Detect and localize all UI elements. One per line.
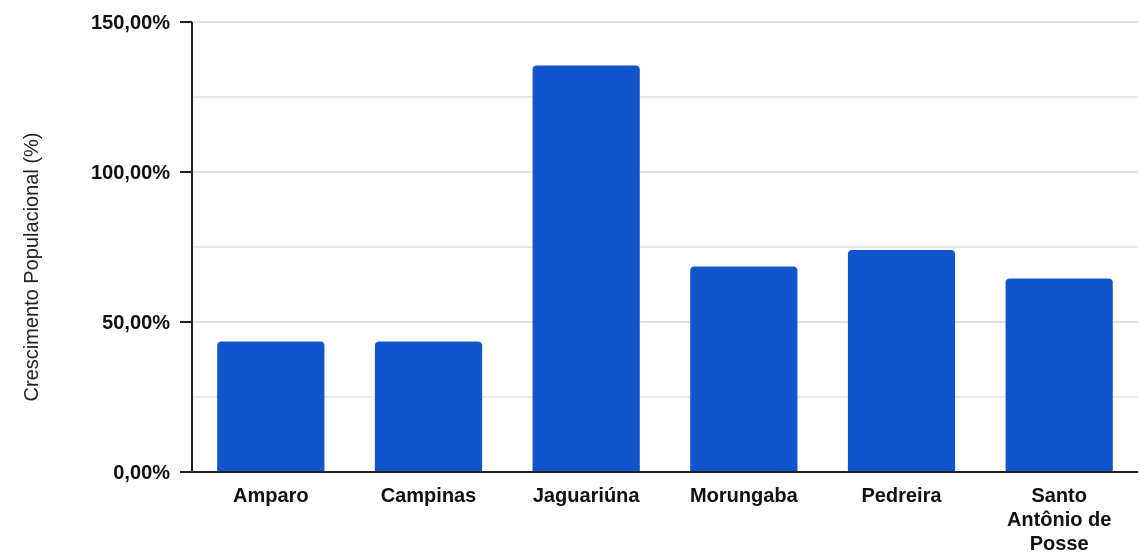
y-tick-label: 100,00% — [91, 162, 170, 184]
x-tick-label-line: Santo — [1031, 485, 1087, 507]
bar-6-base — [1005, 466, 1113, 472]
x-tick-label-line: Antônio de — [1007, 509, 1111, 531]
bar-6 — [1005, 278, 1113, 472]
x-tick-label-line: Pedreira — [861, 485, 942, 507]
bar-4-base — [690, 466, 798, 472]
bar-3 — [532, 65, 640, 472]
bar-1-base — [217, 466, 325, 472]
bar-2 — [374, 341, 483, 472]
y-tick-label: 50,00% — [102, 312, 170, 334]
bar-3-base — [532, 466, 640, 472]
x-tick-label: Santo Antônio de Posse — [1007, 485, 1111, 553]
bar-1 — [217, 341, 325, 472]
grid-lines — [192, 21, 1138, 398]
x-tick-label: Jaguariúna — [533, 485, 641, 507]
x-tick-label: Campinas — [381, 485, 477, 507]
x-tick-label-line: Jaguariúna — [533, 485, 641, 507]
bar-2-base — [374, 466, 483, 472]
bar-5-base — [847, 466, 956, 472]
x-tick-label: Amparo — [233, 485, 309, 507]
bar-5 — [847, 250, 956, 472]
x-tick-label: Pedreira — [861, 485, 942, 507]
x-tick-label-line: Amparo — [233, 485, 309, 507]
y-tick-label: 150,00% — [91, 12, 170, 34]
y-axis-title: Crescimento Populacional (%) — [21, 132, 43, 401]
x-tick-label-line: Campinas — [381, 485, 477, 507]
axes — [180, 21, 1138, 473]
x-tick-label: Morungaba — [690, 485, 799, 507]
y-tick-label: 0,00% — [113, 462, 170, 484]
bars — [217, 65, 1113, 472]
y-tick-labels: 0,00% 50,00% 100,00% 150,00% — [91, 12, 170, 484]
x-tick-labels: Amparo Campinas Jaguariúna Morungaba Pedreir… — [233, 485, 1111, 553]
bar-4 — [690, 266, 798, 472]
x-tick-label-line: Posse — [1030, 533, 1089, 553]
x-tick-label-line: Morungaba — [690, 485, 799, 507]
